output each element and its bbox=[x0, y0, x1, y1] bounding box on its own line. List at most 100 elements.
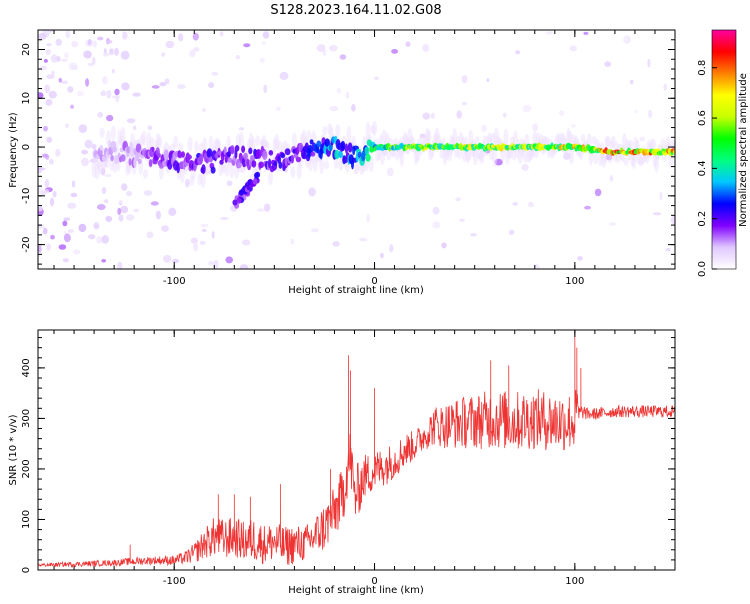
spectrogram-noise-blob bbox=[422, 112, 431, 120]
spectrogram-noise-blob bbox=[58, 77, 63, 83]
spectrogram-noise-blob bbox=[481, 124, 487, 132]
spectrogram-noise-blob bbox=[109, 48, 114, 53]
spectrogram-noise-blob bbox=[634, 109, 638, 114]
spectrogram-branch-cell bbox=[238, 189, 244, 196]
spectrogram-noise-blob bbox=[366, 213, 370, 223]
spectrogram-noise-blob bbox=[256, 208, 265, 212]
spectrogram-noise-blob bbox=[38, 205, 44, 212]
spectrogram-ridge-halo bbox=[492, 147, 498, 167]
spectrogram-noise-blob bbox=[48, 90, 57, 99]
spectrogram-noise-blob bbox=[48, 158, 54, 165]
spectrogram-ridge-halo bbox=[146, 132, 152, 152]
spectrogram-noise-blob bbox=[666, 248, 671, 252]
spectrogram-noise-blob bbox=[105, 215, 113, 222]
spectrogram-ridge-cell bbox=[128, 158, 132, 166]
spectrogram-noise-blob bbox=[211, 231, 215, 239]
spectrogram-ridge-halo bbox=[142, 168, 148, 179]
spectrogram-noise-blob bbox=[63, 217, 71, 221]
spectrogram-noise-blob bbox=[192, 32, 199, 41]
spectrogram-noise-blob bbox=[225, 256, 233, 264]
y-tick-label: -20 bbox=[21, 236, 32, 252]
spectrogram-noise-blob bbox=[126, 190, 133, 197]
spectrogram-noise-blob bbox=[351, 104, 356, 112]
spectrogram-noise-blob bbox=[177, 33, 184, 42]
spectrogram-ridge-halo bbox=[202, 137, 208, 151]
x-tick-label: 100 bbox=[565, 276, 584, 287]
spectrogram-ridge-cell bbox=[364, 146, 370, 155]
spectrogram-ridge-cell bbox=[241, 145, 246, 153]
spectrogram-noise-blob bbox=[430, 112, 435, 119]
spectrogram-noise-blob bbox=[92, 56, 96, 65]
spectrogram-noise-blob bbox=[55, 148, 61, 157]
spectrogram-ridge-cell bbox=[284, 148, 291, 156]
spectrogram-noise-blob bbox=[663, 83, 667, 91]
spectrogram-noise-blob bbox=[241, 239, 251, 246]
spectrogram-noise-blob bbox=[201, 228, 207, 232]
spectrogram-noise-blob bbox=[78, 223, 87, 233]
spectrogram-ridge-cell bbox=[135, 150, 140, 162]
spectrogram-noise-blob bbox=[106, 114, 114, 122]
spectrogram-noise-blob bbox=[359, 237, 368, 242]
spectrogram-ridge-halo bbox=[291, 132, 297, 149]
spectrogram-ridge-halo bbox=[426, 130, 432, 146]
spectrogram-noise-blob bbox=[176, 84, 186, 90]
x-tick-label: 0 bbox=[371, 276, 377, 287]
spectrogram-ridge-cell bbox=[163, 149, 169, 161]
spectrogram-ridge-cell bbox=[237, 161, 242, 169]
spectrogram-noise-blob bbox=[213, 259, 219, 269]
spectrogram-ridge-cell bbox=[280, 152, 286, 159]
spectrogram-ridge-cell bbox=[110, 154, 114, 162]
spectrogram-ridge-cell bbox=[243, 152, 248, 160]
spectrogram-noise-blob bbox=[76, 90, 84, 97]
x-tick-label: 100 bbox=[565, 576, 584, 587]
spectrogram-noise-blob bbox=[569, 45, 577, 52]
spectrogram-ridge-halo bbox=[429, 148, 435, 158]
spectrogram-noise-blob bbox=[103, 48, 107, 54]
spectrogram-branch-cell bbox=[254, 172, 259, 179]
spectrogram-ridge-cell bbox=[129, 146, 136, 157]
spectrogram-noise-blob bbox=[336, 88, 342, 94]
spectrogram-ridge-cell bbox=[365, 153, 371, 162]
spectrogram-ridge-cell bbox=[262, 150, 268, 160]
spectrogram-ridge-cell bbox=[135, 143, 142, 153]
spectrogram-y-axis-label: Frequency (Hz) bbox=[8, 112, 19, 188]
spectrogram-noise-blob bbox=[50, 54, 58, 63]
spectrogram-ridge-cell bbox=[301, 151, 307, 160]
spectrogram-noise-blob bbox=[161, 225, 169, 232]
spectrogram-ridge-cell bbox=[340, 140, 346, 152]
spectrogram-noise-blob bbox=[263, 84, 268, 94]
spectrogram-ridge-cell bbox=[250, 155, 256, 161]
spectrogram-ridge-cell bbox=[268, 158, 272, 169]
spectrogram-ridge-halo bbox=[267, 172, 273, 186]
spectrogram-ridge-halo bbox=[200, 171, 206, 188]
spectrogram-noise-blob bbox=[93, 222, 100, 230]
spectrogram-noise-blob bbox=[63, 233, 71, 243]
spectrogram-ridge-cell bbox=[324, 138, 330, 147]
spectrogram-noise-blob bbox=[43, 59, 48, 63]
spectrogram-noise-blob bbox=[521, 164, 529, 171]
spectrogram-noise-blob bbox=[67, 202, 77, 209]
spectrogram-noise-blob bbox=[58, 244, 67, 250]
spectrogram-ridge-cell bbox=[230, 145, 235, 155]
spectrogram-noise-blob bbox=[168, 207, 177, 216]
spectrogram-noise-blob bbox=[120, 205, 129, 214]
spectrogram-noise-blob bbox=[120, 50, 130, 60]
spectrogram-noise-blob bbox=[502, 112, 507, 118]
spectrogram-ridge-halo bbox=[380, 147, 385, 166]
spectrogram-ridge-cell bbox=[181, 151, 185, 158]
spectrogram-noise-blob bbox=[72, 180, 76, 188]
spectrogram-noise-blob bbox=[45, 189, 50, 194]
spectrogram-ridge-cell bbox=[210, 166, 216, 174]
spectrogram-noise-blob bbox=[329, 105, 339, 112]
spectrogram-noise-blob bbox=[100, 90, 107, 97]
spectrogram-ridge-cell bbox=[255, 149, 262, 159]
spectrogram-ridge-halo bbox=[319, 156, 325, 175]
spectrogram-noise-blob bbox=[46, 243, 51, 251]
spectrogram-noise-blob bbox=[332, 241, 340, 247]
spectrogram-noise-blob bbox=[532, 123, 538, 132]
spectrogram-noise-blob bbox=[108, 51, 115, 56]
y-tick-label: 0 bbox=[21, 144, 32, 150]
spectrogram-ridge-cell bbox=[99, 144, 104, 151]
spectrogram-noise-blob bbox=[652, 212, 662, 216]
spectrogram-ridge-cell bbox=[199, 153, 204, 164]
